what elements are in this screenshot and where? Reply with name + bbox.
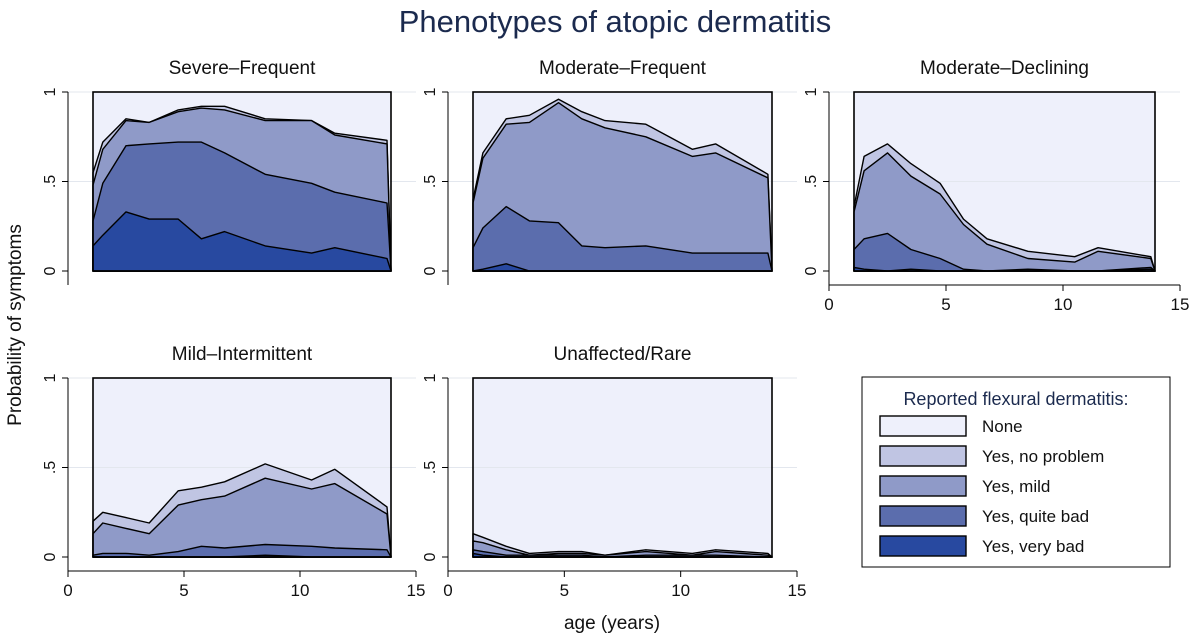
y-tick-label: .5 [42,461,59,474]
panel-title: Mild–Intermittent [172,344,313,365]
legend-entry: Yes, very bad [982,537,1084,556]
legend-swatch [879,475,967,497]
y-tick-label: 0 [42,266,59,275]
y-tick-label: 0 [42,552,59,561]
plot-frame [853,91,1156,272]
y-tick-label: 1 [422,373,439,382]
y-tick-label: 0 [422,266,439,275]
y-tick-label: .5 [422,175,439,188]
panel-title: Moderate–Frequent [539,58,707,79]
panels-group: Severe–Frequent 0 .5 1 Moderate–Frequent 0 .5 1… [42,58,1189,600]
x-tick-label: 5 [560,581,569,600]
legend: Reported flexural dermatitis: None Yes, no… [861,376,1171,568]
x-tick-label: 0 [824,295,833,314]
x-tick-label: 15 [788,581,807,600]
area-yes-mild [853,152,1156,272]
area-yes-quite-bad [472,205,773,272]
y-tick-label: .5 [422,461,439,474]
panel-title: Severe–Frequent [169,58,317,79]
y-tick-label: 1 [803,87,820,96]
legend-swatch [879,535,967,557]
y-tick-label: 1 [42,87,59,96]
plot-frame [472,377,773,558]
y-tick-label: .5 [42,175,59,188]
legend-entry: Yes, mild [982,477,1050,496]
y-tick-label: 1 [42,373,59,382]
legend-swatch [879,445,967,467]
x-tick-label: 10 [671,581,690,600]
y-tick-label: 1 [422,87,439,96]
x-tick-label: 0 [63,581,72,600]
area-yes-quite-bad [853,232,1156,272]
x-tick-label: 10 [291,581,310,600]
x-tick-label: 0 [443,581,452,600]
x-tick-label: 10 [1054,295,1073,314]
y-axis-label: Probability of symptoms [5,224,26,426]
x-tick-label: 15 [1171,295,1190,314]
panel-title: Unaffected/Rare [553,344,691,365]
legend-swatch [879,505,967,527]
area-yes-very-bad [92,211,392,272]
panel-title: Moderate–Declining [920,58,1089,79]
legend-entry: Yes, no problem [982,447,1104,466]
legend-title: Reported flexural dermatitis: [903,389,1128,409]
plot-frame [92,91,392,272]
plot-frame [472,91,773,272]
area-yes-quite-bad [92,543,392,558]
x-axis-label: age (years) [564,613,660,634]
x-tick-label: 5 [941,295,950,314]
panel-2: Moderate–Frequent 0 .5 1 [422,58,797,285]
plot-frame [92,377,392,558]
y-tick-label: .5 [803,175,820,188]
x-tick-label: 15 [407,581,426,600]
area-yes-mild [92,477,392,558]
y-tick-label: 0 [422,552,439,561]
chart-title: Phenotypes of atopic dermatitis [399,4,832,39]
y-tick-label: 0 [803,266,820,275]
panel-1: Severe–Frequent 0 .5 1 [42,58,416,285]
legend-entry: None [982,417,1023,436]
legend-swatch [879,415,967,437]
x-tick-label: 5 [179,581,188,600]
legend-entry: Yes, quite bad [982,507,1089,526]
